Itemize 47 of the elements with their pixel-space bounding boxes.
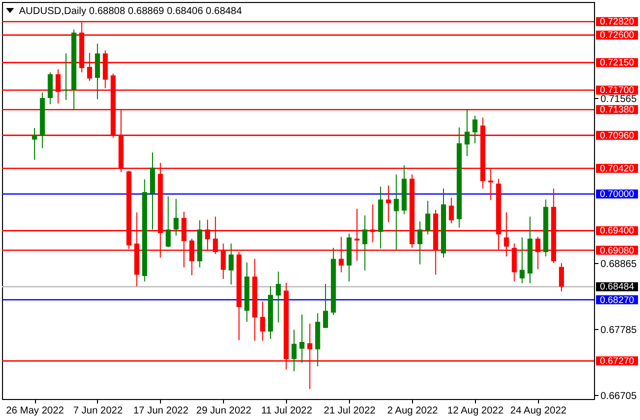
candlestick <box>425 200 430 235</box>
x-tick-label: 11 Jul 2022 <box>261 406 313 416</box>
candlestick <box>362 214 368 271</box>
candlestick <box>276 271 281 323</box>
x-tick-label: 17 Jun 2022 <box>133 406 189 416</box>
x-tick-label: 21 Jul 2022 <box>324 406 376 416</box>
ref-line-label: 0.72150 <box>600 58 634 69</box>
ref-line-label: 0.72820 <box>600 16 634 28</box>
y-tick-label: 0.71565 <box>600 94 638 105</box>
chart-title: AUDUSD,Daily 0.68808 0.68869 0.68406 0.68484 <box>19 6 242 17</box>
candlestick <box>292 329 297 372</box>
candlestick <box>472 115 478 144</box>
candlestick <box>228 243 234 285</box>
candlestick <box>558 262 564 292</box>
candlestick <box>166 196 171 248</box>
y-tick-label: 0.66705 <box>600 390 638 402</box>
x-tick-label: 24 Aug 2022 <box>510 406 567 416</box>
candlestick <box>299 314 304 364</box>
candlestick <box>464 109 470 157</box>
x-tick-label: 7 Jun 2022 <box>73 406 124 416</box>
candlestick <box>417 221 422 265</box>
y-tick-label: 0.68865 <box>600 258 638 270</box>
ref-line-label: 0.69080 <box>600 245 634 256</box>
x-tick-label: 29 Jun 2022 <box>196 406 252 416</box>
ref-line-label: 0.70420 <box>600 163 634 174</box>
candlestick <box>32 127 38 160</box>
ref-line-label: 0.67270 <box>600 356 634 367</box>
candlestick <box>448 197 454 224</box>
candlestick <box>48 72 53 105</box>
candlestick <box>323 283 328 328</box>
candlestick <box>260 301 266 342</box>
x-tick-label: 2 Aug 2022 <box>387 406 438 416</box>
ref-line-label: 0.70960 <box>600 130 634 142</box>
ref-line-label: 0.71700 <box>600 85 634 96</box>
x-tick-label: 26 May 2022 <box>6 406 64 416</box>
x-tick-label: 12 Aug 2022 <box>447 406 504 416</box>
candlestick <box>386 184 391 223</box>
y-tick-label: 0.67785 <box>600 324 638 336</box>
ref-line-label: 0.70000 <box>600 189 634 200</box>
ref-line-label: 0.68484 <box>600 282 634 293</box>
ref-line-label: 0.72600 <box>600 30 634 42</box>
ref-line-label: 0.69400 <box>600 226 634 237</box>
candlestick <box>174 198 179 236</box>
candlestick <box>520 236 525 284</box>
candlestick <box>394 174 399 250</box>
ref-line-label: 0.68270 <box>600 294 634 306</box>
ref-line-label: 0.71380 <box>600 104 634 116</box>
